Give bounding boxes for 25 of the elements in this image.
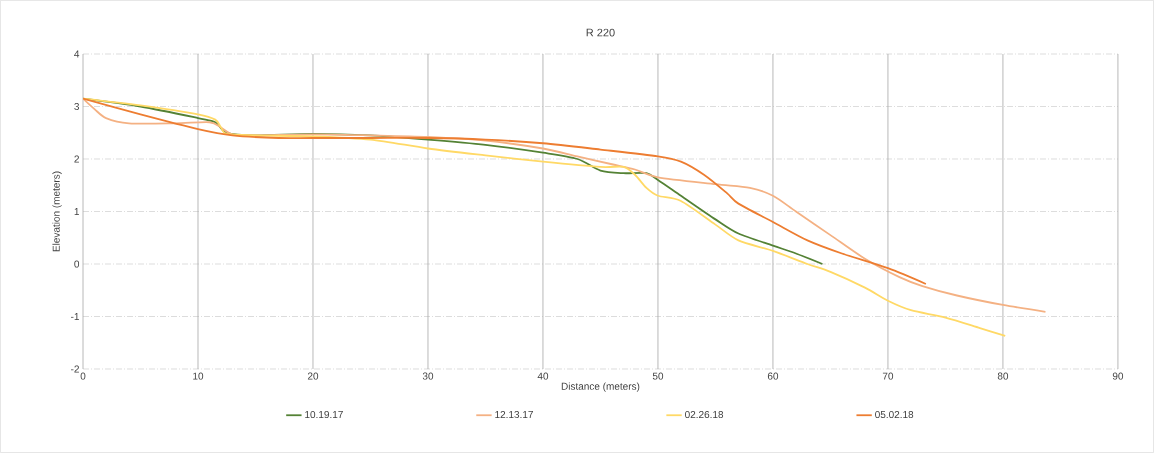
x-tick-label: 60 — [767, 372, 779, 380]
chart-title: R 220 — [586, 28, 615, 37]
x-axis-title: Distance (meters) — [561, 382, 640, 392]
legend-label: 02.26.18 — [685, 411, 724, 419]
line-series — [83, 97, 927, 285]
y-tick-label: 3 — [74, 102, 80, 111]
x-tick-label: 30 — [422, 372, 434, 380]
y-tick-label: 0 — [74, 260, 80, 268]
x-tick-label: 20 — [307, 372, 319, 380]
legend-label: 12.13.17 — [495, 411, 533, 419]
legend-label: 05.02.18 — [875, 411, 914, 419]
x-tick-label: 10 — [193, 372, 204, 380]
x-tick-label: 90 — [1112, 372, 1124, 380]
y-tick-label: 2 — [74, 155, 79, 163]
y-tick-label: -1 — [71, 313, 79, 320]
y-axis-title: Elevation (meters) — [52, 171, 62, 252]
x-tick-label: 40 — [537, 372, 549, 380]
x-tick-label: 80 — [997, 372, 1009, 380]
y-tick-label: 1 — [74, 208, 79, 215]
y-tick-label: -2 — [71, 365, 79, 373]
x-tick-label: 50 — [652, 372, 664, 380]
x-tick-label: 0 — [80, 372, 86, 380]
legend-label: 10.19.17 — [305, 411, 343, 419]
x-tick-label: 70 — [882, 372, 894, 380]
y-tick-label: 4 — [74, 50, 80, 58]
